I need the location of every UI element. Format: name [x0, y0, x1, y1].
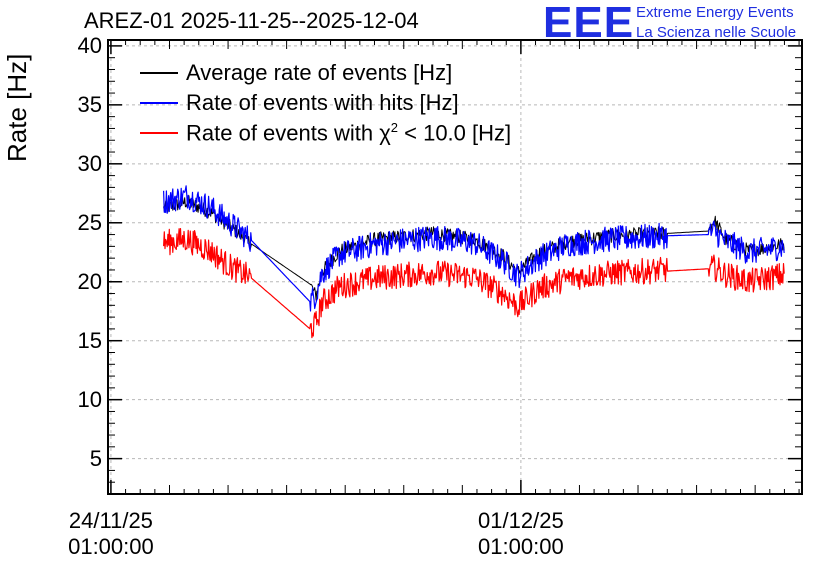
legend-label-average: Average rate of events [Hz]	[186, 60, 453, 85]
y-tick-label-25: 25	[77, 209, 102, 235]
y-axis-label: Rate [Hz]	[2, 53, 32, 162]
series-lines	[163, 185, 785, 339]
logo-line-1: Extreme Energy Events	[636, 4, 794, 21]
plot-frame	[107, 39, 803, 495]
series-line-hits	[163, 185, 785, 312]
legend-label-hits: Rate of events with hits [Hz]	[186, 90, 459, 115]
legend-swatch-chi2	[140, 132, 178, 134]
legend-item-hits: Rate of events with hits [Hz]	[140, 88, 459, 118]
legend-item-chi2: Rate of events with χ2 < 10.0 [Hz]	[140, 118, 511, 148]
eee-logo: EEE	[543, 0, 635, 47]
y-tick-label-10: 10	[77, 386, 102, 412]
axis-ticks	[108, 40, 802, 495]
y-tick-label-5: 5	[89, 445, 102, 471]
y-tick-label-35: 35	[77, 91, 102, 117]
y-tick-label-40: 40	[77, 32, 102, 58]
series-line-chi2	[163, 228, 785, 339]
series-line-average	[163, 195, 785, 301]
y-tick-label-30: 30	[77, 150, 102, 176]
x-tick-label-1: 01/12/25 01:00:00	[478, 508, 564, 559]
legend-swatch-average	[140, 72, 178, 74]
legend-item-average: Average rate of events [Hz]	[140, 58, 452, 88]
logo-line-2: La Scienza nelle Scuole	[636, 24, 797, 41]
y-tick-label-20: 20	[77, 268, 102, 294]
legend-swatch-hits	[140, 102, 178, 104]
y-tick-label-15: 15	[77, 327, 102, 353]
legend-label-chi2: Rate of events with χ2 < 10.0 [Hz]	[186, 119, 512, 146]
x-tick-label-0: 24/11/25 01:00:00	[68, 508, 154, 559]
chart-title: AREZ-01 2025-11-25--2025-12-04	[84, 8, 419, 33]
